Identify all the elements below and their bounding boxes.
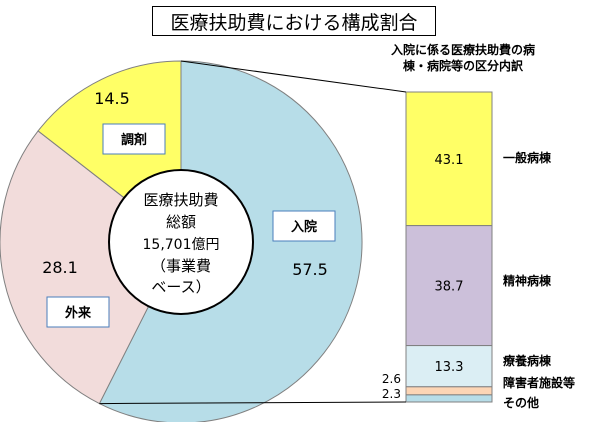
pie-center-label: ベース）	[151, 278, 210, 296]
pie-value-label: 14.5	[94, 89, 130, 108]
bar-segment-4	[405, 386, 493, 396]
pie-center-label: （事業費	[151, 257, 211, 275]
pie-center-label: 総額	[166, 213, 196, 231]
pie-category-label: 外来	[64, 305, 92, 321]
pie-center-label: 15,701億円	[143, 237, 220, 253]
pie-category-box	[102, 123, 166, 155]
bar-segment-5	[405, 394, 493, 403]
connector-line-bottom	[99, 401, 407, 405]
pie-category-label: 入院	[291, 219, 317, 235]
pie-slice-2	[0, 130, 182, 405]
pie-value-label: 28.1	[42, 258, 78, 277]
bar-value-label: 2.6	[382, 372, 401, 386]
pie-center-label: 医療扶助費	[143, 191, 218, 209]
bar-value-label: 43.1	[435, 153, 464, 168]
bar-value-label: 2.3	[382, 387, 401, 401]
pie-value-label: 57.5	[292, 260, 328, 279]
bar-value-label: 38.7	[435, 280, 464, 295]
bar-category-label: 障害者施設等	[503, 375, 575, 390]
bar-segment-3	[405, 345, 493, 388]
bar-category-label: 療養病棟	[503, 353, 552, 368]
bar-value-label: 13.3	[435, 360, 464, 375]
bar-segment-2	[405, 225, 493, 347]
bar-segment-1	[405, 91, 493, 227]
bar-chart-title: 棟・病院等の区分内訳	[403, 58, 524, 73]
bar-category-label: 一般病棟	[503, 150, 552, 165]
pie-category-box	[272, 210, 336, 242]
pie-center	[108, 169, 254, 315]
chart-title: 医療扶助費における構成割合	[152, 6, 436, 36]
bar-chart-title: 入院に係る医療扶助費の病	[391, 42, 535, 57]
bar-category-label: その他	[503, 395, 539, 410]
bar-category-label: 精神病棟	[503, 273, 552, 288]
pie-category-box	[46, 296, 110, 328]
pie-category-label: 調剤	[121, 132, 147, 148]
connector-line-top	[180, 60, 407, 93]
